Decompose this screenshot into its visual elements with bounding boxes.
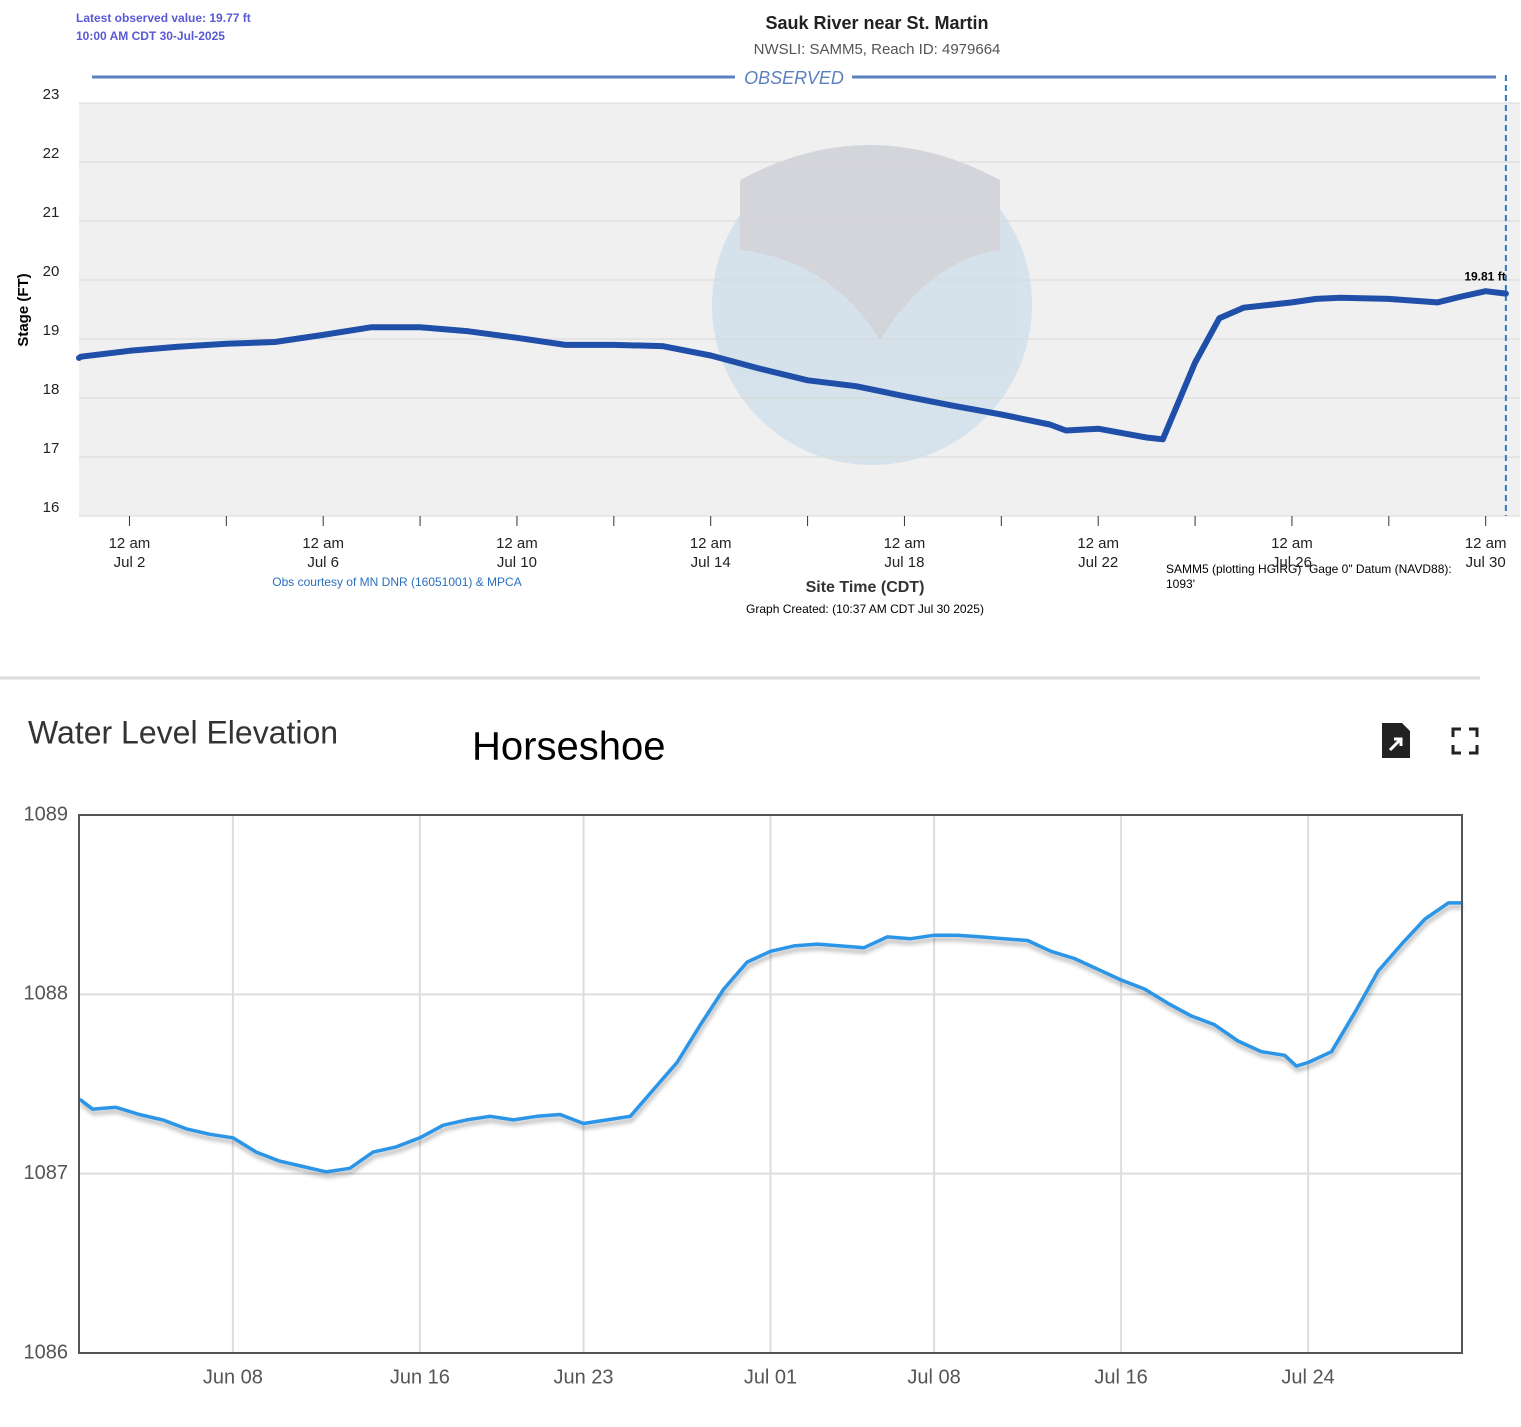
x-tick-label: 12 am Jul 22 — [1077, 535, 1120, 571]
fullscreen-icon[interactable] — [1451, 727, 1479, 755]
created-note: Graph Created: (10:37 AM CDT Jul 30 2025… — [746, 602, 984, 616]
x-tick-label: 12 am Jul 18 — [883, 535, 926, 571]
x-tick-label: 12 am Jul 26 — [1271, 535, 1313, 571]
x-tick-label: Jun 08 — [203, 1366, 263, 1388]
datum-note: SAMM5 (plotting HGIRG) "Gage 0" Datum (N… — [1166, 562, 1452, 591]
x-tick-label: Jul 24 — [1281, 1366, 1334, 1388]
x-tick-label: Jul 08 — [907, 1366, 960, 1388]
x-tick-label: 12 am Jul 10 — [496, 535, 538, 571]
chart-title: Sauk River near St. Martin — [765, 13, 988, 33]
export-icon[interactable] — [1382, 723, 1410, 758]
y-tick-label: 22 — [43, 145, 60, 162]
y-tick-label: 1088 — [24, 983, 69, 1005]
y-tick-label: 16 — [43, 499, 60, 516]
chart-bottom: 1086 1087 1088 1089 Jun 08 Jun 16 Jun 23 Jul 01… — [24, 803, 1462, 1388]
watermark — [712, 145, 1032, 465]
plot-frame — [78, 814, 1463, 1354]
chart-title: Water Level Elevation — [28, 714, 338, 750]
annotation: 19.81 ft — [1464, 269, 1505, 283]
chart-subtitle: Horseshoe — [472, 725, 665, 769]
y-tick-label: 1089 — [24, 803, 69, 825]
y-tick-label: 17 — [43, 440, 60, 457]
chart-top: 16 17 18 19 20 21 22 23 19.81 ft — [43, 75, 1520, 526]
x-tick-label: Jul 01 — [744, 1366, 797, 1388]
y-tick-label: 1086 — [24, 1341, 69, 1363]
x-tick-label: Jul 16 — [1094, 1366, 1147, 1388]
y-tick-label: 18 — [43, 381, 60, 398]
y-tick-label: 21 — [43, 204, 60, 221]
y-tick-label: 23 — [43, 86, 60, 103]
x-axis-label: Site Time (CDT) — [806, 579, 925, 596]
y-tick-label: 19 — [43, 322, 60, 339]
y-tick-label: 1087 — [24, 1162, 69, 1184]
latest-value: Latest observed value: 19.77 ft — [76, 11, 251, 25]
series-label: OBSERVED — [744, 68, 844, 88]
series-line — [79, 901, 1462, 1174]
x-tick-label: 12 am Jul 6 — [302, 535, 345, 571]
y-tick-label: 20 — [43, 263, 60, 280]
x-tick-label: 12 am Jul 2 — [108, 535, 151, 571]
series-line — [76, 288, 1509, 443]
x-tick-label: 12 am Jul 14 — [689, 535, 732, 571]
x-tick-label: 12 am Jul 30 — [1464, 535, 1507, 571]
y-axis-label: Stage (FT) — [15, 273, 32, 346]
x-tick-label: Jun 16 — [390, 1366, 450, 1388]
x-tick-label: Jun 23 — [553, 1366, 613, 1388]
latest-time: 10:00 AM CDT 30-Jul-2025 — [76, 29, 225, 43]
chart-subtitle: NWSLI: SAMM5, Reach ID: 4979664 — [754, 41, 1001, 58]
credit-note: Obs courtesy of MN DNR (16051001) & MPCA — [272, 575, 521, 589]
